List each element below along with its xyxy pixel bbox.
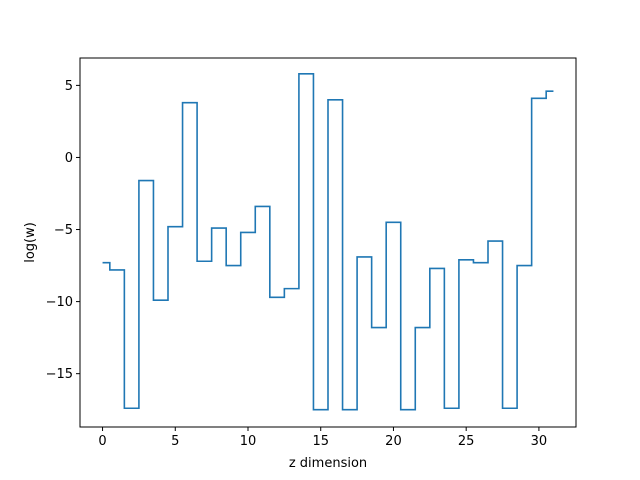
- x-tick-label: 25: [458, 434, 475, 449]
- y-tick-label: −15: [46, 367, 73, 382]
- x-tick-label: 30: [531, 434, 548, 449]
- series-line: [102, 73, 554, 411]
- y-tick-label: 0: [65, 151, 73, 166]
- x-tick-label: 15: [312, 434, 329, 449]
- x-tick-label: 0: [98, 434, 106, 449]
- x-tick-label: 10: [240, 434, 257, 449]
- x-tick-label: 5: [171, 434, 179, 449]
- axes-frame: [79, 57, 577, 428]
- y-tick-label: 5: [65, 79, 73, 94]
- x-tick-label: 20: [385, 434, 402, 449]
- y-axis-label: log(w): [23, 222, 38, 263]
- plot-area: [102, 73, 554, 411]
- y-tick-label: −10: [46, 295, 73, 310]
- x-axis-label: z dimension: [289, 456, 367, 471]
- axis-ticks: 0 5 10 15 20 25 30 −15 −10 −5 0 5: [46, 79, 548, 449]
- y-tick-label: −5: [54, 223, 73, 238]
